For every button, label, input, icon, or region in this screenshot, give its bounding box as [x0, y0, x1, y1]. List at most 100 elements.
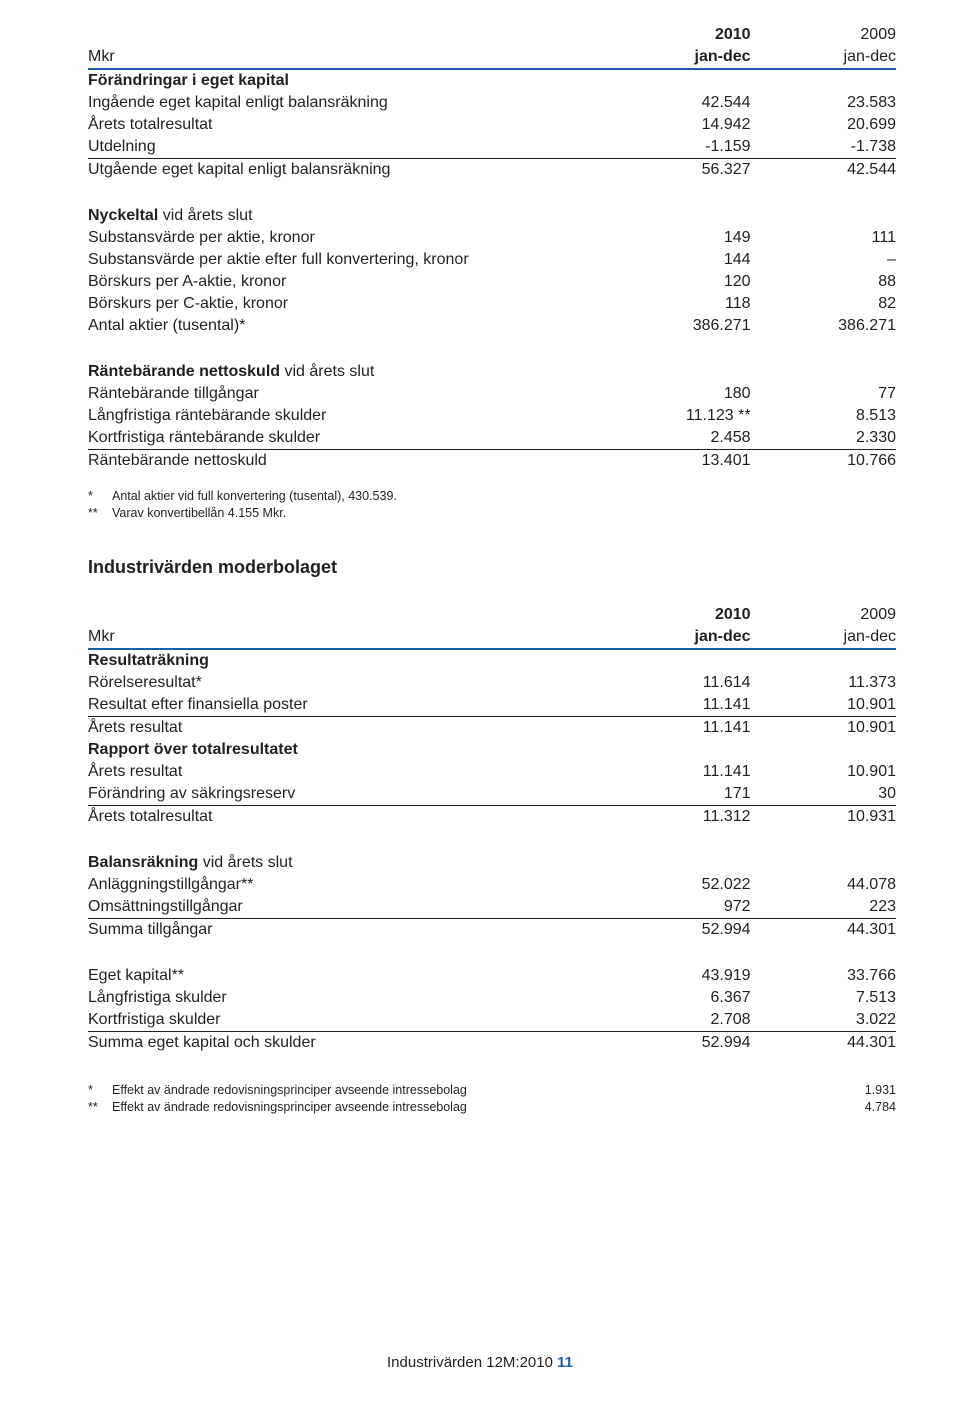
row-label: Eget kapital** [88, 965, 605, 987]
row-label: Substansvärde per aktie efter full konve… [88, 249, 605, 271]
row-label: Substansvärde per aktie, kronor [88, 227, 605, 249]
footnote-text: Antal aktier vid full konvertering (tuse… [112, 488, 896, 505]
row-value-2009: 386.271 [751, 315, 896, 337]
row-value-2010: 52.994 [605, 919, 750, 942]
row-label: Summa eget kapital och skulder [88, 1032, 605, 1055]
row-value-2010: 120 [605, 271, 750, 293]
col-2010-period: jan-dec [605, 46, 750, 69]
row-value-2009: 82 [751, 293, 896, 315]
row-value-2010: 11.141 [605, 761, 750, 783]
footnote-mark: ** [88, 505, 112, 522]
row-value-2009: 10.901 [751, 717, 896, 740]
row-label: Årets resultat [88, 717, 605, 740]
row-value-2009: 42.544 [751, 159, 896, 182]
col-2009-year: 2009 [751, 24, 896, 46]
row-value-2009: 8.513 [751, 405, 896, 427]
row-label: Årets resultat [88, 761, 605, 783]
row-label: Långfristiga räntebärande skulder [88, 405, 605, 427]
row-value-2010: 11.141 [605, 694, 750, 717]
row-value-2010: 52.994 [605, 1032, 750, 1055]
footnote-value: 4.784 [826, 1099, 896, 1116]
row-value-2010: 2.458 [605, 427, 750, 450]
row-label: Anläggningstillgångar** [88, 874, 605, 896]
mkr-label: Mkr [88, 626, 605, 649]
footnote-row: **Varav konvertibellån 4.155 Mkr. [88, 505, 896, 522]
footnote-text: Varav konvertibellån 4.155 Mkr. [112, 505, 896, 522]
page-number: 11 [557, 1354, 573, 1371]
row-value-2010: 972 [605, 896, 750, 919]
financial-table-header-2: 2010 2009 Mkr jan-dec jan-dec [88, 604, 896, 650]
row-label: Årets totalresultat [88, 114, 605, 136]
row-label: Utgående eget kapital enligt balansräkni… [88, 159, 605, 182]
row-label: Summa tillgångar [88, 919, 605, 942]
row-value-2010: 180 [605, 383, 750, 405]
footnote-mark: * [88, 488, 112, 505]
row-label: Årets totalresultat [88, 806, 605, 829]
page: 2010 2009 Mkr jan-dec jan-dec Förändring… [88, 24, 896, 1116]
row-value-2010: 52.022 [605, 874, 750, 896]
row-value-2010: 6.367 [605, 987, 750, 1009]
row-value-2009: 3.022 [751, 1009, 896, 1032]
row-value-2009: 77 [751, 383, 896, 405]
row-label: Ingående eget kapital enligt balansräkni… [88, 92, 605, 114]
row-label: Börskurs per A-aktie, kronor [88, 271, 605, 293]
row-value-2009: 88 [751, 271, 896, 293]
col-2009-period: jan-dec [751, 626, 896, 649]
row-value-2010: 42.544 [605, 92, 750, 114]
col-2010-year: 2010 [605, 24, 750, 46]
row-value-2009: 44.301 [751, 919, 896, 942]
footnotes-block-a: *Antal aktier vid full konvertering (tus… [88, 488, 896, 522]
row-value-2009: 10.901 [751, 694, 896, 717]
row-label: Börskurs per C-aktie, kronor [88, 293, 605, 315]
row-value-2010: 118 [605, 293, 750, 315]
financial-table-header: 2010 2009 Mkr jan-dec jan-dec [88, 24, 896, 70]
section-heading: Förändringar i eget kapital [88, 70, 605, 92]
row-label: Antal aktier (tusental)* [88, 315, 605, 337]
col-2009-year: 2009 [751, 604, 896, 626]
row-value-2010: -1.159 [605, 136, 750, 159]
row-label: Kortfristiga skulder [88, 1009, 605, 1032]
section-heading: Balansräkning vid årets slut [88, 852, 605, 874]
row-value-2009: -1.738 [751, 136, 896, 159]
row-value-2010: 144 [605, 249, 750, 271]
row-value-2010: 56.327 [605, 159, 750, 182]
row-value-2010: 149 [605, 227, 750, 249]
table-rantebarande-nettoskuld: Räntebärande nettoskuld vid årets slut R… [88, 361, 896, 472]
row-value-2009: 111 [751, 227, 896, 249]
row-value-2009: 10.901 [751, 761, 896, 783]
footnote-text: Effekt av ändrade redovisningsprinciper … [112, 1099, 826, 1116]
row-value-2009: 10.766 [751, 450, 896, 473]
row-value-2009: 10.931 [751, 806, 896, 829]
footnotes-block-b: *Effekt av ändrade redovisningsprinciper… [88, 1082, 896, 1116]
section-heading: Nyckeltal vid årets slut [88, 205, 605, 227]
row-label: Utdelning [88, 136, 605, 159]
row-value-2009: 33.766 [751, 965, 896, 987]
footnote-row: *Effekt av ändrade redovisningsprinciper… [88, 1082, 896, 1099]
row-value-2009: 23.583 [751, 92, 896, 114]
mkr-label: Mkr [88, 46, 605, 69]
footnote-mark: ** [88, 1099, 112, 1116]
footnote-text: Effekt av ändrade redovisningsprinciper … [112, 1082, 826, 1099]
col-2010-period: jan-dec [605, 626, 750, 649]
footnote-row: **Effekt av ändrade redovisningsprincipe… [88, 1099, 896, 1116]
footnote-value: 1.931 [826, 1082, 896, 1099]
footnote-mark: * [88, 1082, 112, 1099]
row-value-2009: 223 [751, 896, 896, 919]
table-eget-kapital-skulder: Eget kapital**43.91933.766Långfristiga s… [88, 965, 896, 1054]
row-label: Rörelseresultat* [88, 672, 605, 694]
row-value-2010: 43.919 [605, 965, 750, 987]
section-heading: Räntebärande nettoskuld vid årets slut [88, 361, 605, 383]
section-heading: Resultaträkning [88, 650, 605, 672]
table-rapport-totalresultatet: Rapport över totalresultatet Årets resul… [88, 739, 896, 828]
row-value-2010: 14.942 [605, 114, 750, 136]
row-value-2009: – [751, 249, 896, 271]
row-label: Förändring av säkringsreserv [88, 783, 605, 806]
table-forandringar-eget-kapital: Förändringar i eget kapital Ingående ege… [88, 70, 896, 181]
row-value-2010: 2.708 [605, 1009, 750, 1032]
row-value-2009: 2.330 [751, 427, 896, 450]
section-heading: Rapport över totalresultatet [88, 739, 605, 761]
row-label: Räntebärande nettoskuld [88, 450, 605, 473]
table-nyckeltal: Nyckeltal vid årets slut Substansvärde p… [88, 205, 896, 337]
table-resultatrakning: Resultaträkning Rörelseresultat*11.61411… [88, 650, 896, 739]
row-label: Omsättningstillgångar [88, 896, 605, 919]
